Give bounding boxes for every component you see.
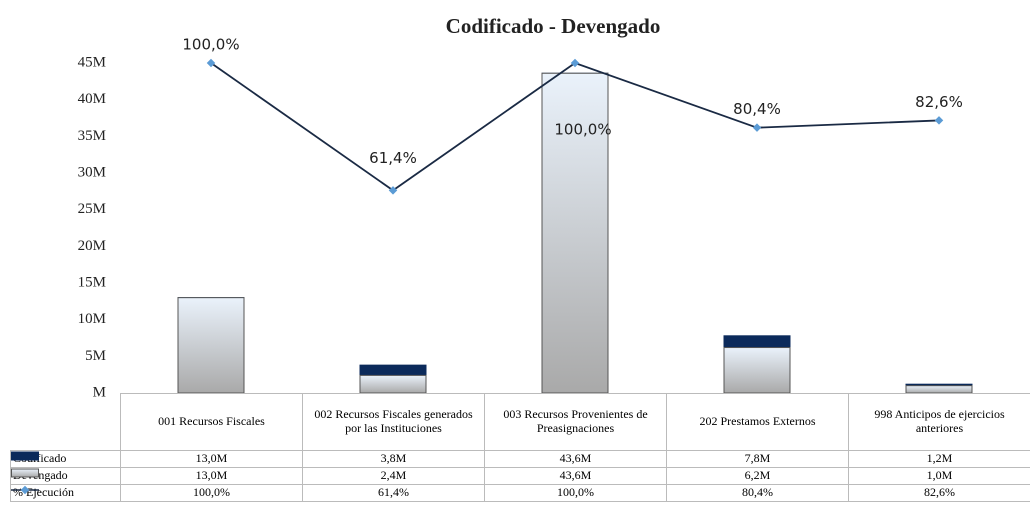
bar xyxy=(177,297,245,394)
data-label: 61,4% xyxy=(369,149,417,167)
table-value: 61,4% xyxy=(302,484,485,502)
table-value: 1,0M xyxy=(848,467,1030,485)
table-value: 80,4% xyxy=(666,484,849,502)
category-label: 002 Recursos Fiscales generados por las … xyxy=(302,393,485,451)
legend-label: % Ejecución xyxy=(13,485,74,500)
data-label: 100,0% xyxy=(554,121,611,139)
legend-key xyxy=(11,468,39,478)
y-tick-label: 10M xyxy=(78,311,106,327)
marker xyxy=(934,116,944,125)
data-label: 100,0% xyxy=(182,36,239,54)
bar xyxy=(541,72,609,394)
legend-key xyxy=(11,485,39,495)
category-label: 001 Recursos Fiscales xyxy=(120,393,303,451)
category-label: 998 Anticipos de ejercicios anteriores xyxy=(848,393,1030,451)
table-value: 100,0% xyxy=(484,484,667,502)
table-value: 2,4M xyxy=(302,467,485,485)
table-value: 6,2M xyxy=(666,467,849,485)
bar xyxy=(723,347,791,394)
table-value: 1,2M xyxy=(848,450,1030,468)
table-value: 43,6M xyxy=(484,467,667,485)
y-tick-label: 40M xyxy=(78,91,106,107)
y-tick-label: 45M xyxy=(78,54,106,70)
table-value: 13,0M xyxy=(120,467,303,485)
marker xyxy=(388,186,398,195)
y-tick-label: 5M xyxy=(85,348,106,364)
data-label: 80,4% xyxy=(733,100,781,118)
table-value: 3,8M xyxy=(302,450,485,468)
category-label: 003 Recursos Provenientes de Preasignaci… xyxy=(484,393,667,451)
marker xyxy=(752,123,762,132)
y-tick-label: 15M xyxy=(78,274,106,290)
marker xyxy=(206,58,216,68)
bar xyxy=(359,374,427,394)
y-tick-label: 20M xyxy=(78,238,106,254)
table-value: 100,0% xyxy=(120,484,303,502)
chart-title: Codificado - Devengado xyxy=(446,14,661,38)
y-tick-label: 30M xyxy=(78,164,106,180)
table-value: 13,0M xyxy=(120,450,303,468)
table-value: 82,6% xyxy=(848,484,1030,502)
data-label: 82,6% xyxy=(915,93,963,111)
y-tick-label: M xyxy=(93,384,106,400)
legend-entry: Devengado xyxy=(10,467,121,485)
table-value: 7,8M xyxy=(666,450,849,468)
y-tick-label: 35M xyxy=(78,128,106,144)
table-value: 43,6M xyxy=(484,450,667,468)
legend-key xyxy=(11,451,39,461)
legend-entry: Codificado xyxy=(10,450,121,468)
y-tick-label: 25M xyxy=(78,201,106,217)
category-label: 202 Prestamos Externos xyxy=(666,393,849,451)
bar xyxy=(905,385,973,394)
legend-entry: % Ejecución xyxy=(10,484,121,502)
